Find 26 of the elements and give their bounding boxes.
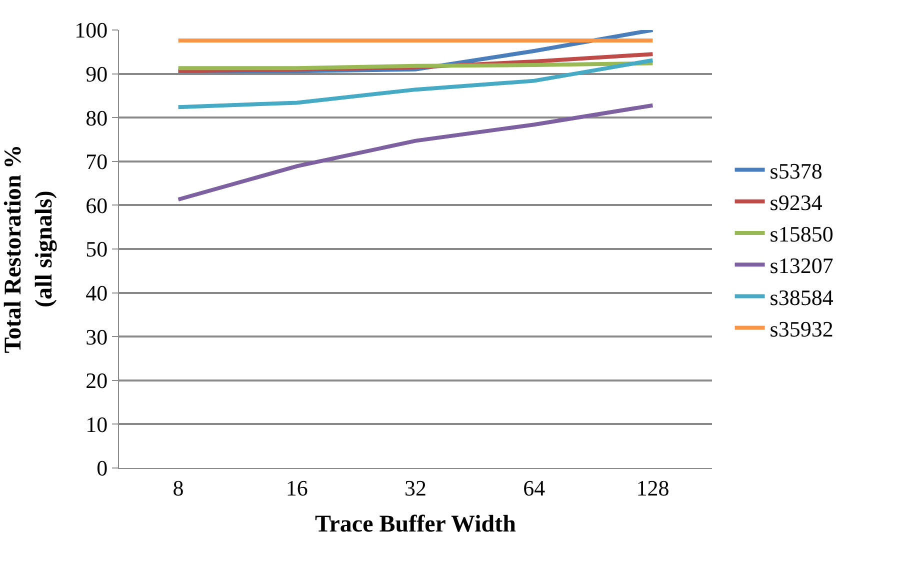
legend-label: s9234 [770,190,822,215]
y-tick-label: 20 [86,368,108,394]
y-tick-label: 70 [86,149,108,174]
legend-label: s5378 [770,158,822,184]
y-tick-label: 60 [86,192,108,218]
y-tick-label: 30 [86,324,108,350]
legend-label: s15850 [770,222,834,247]
x-tick-label: 64 [523,475,546,500]
y-tick-label: 80 [86,105,108,130]
legend-label: s38584 [770,284,834,310]
y-axis-title: Total Restoration % (all signals) [0,144,58,354]
legend-label: s35932 [770,316,834,342]
x-tick-label: 128 [636,475,670,500]
y-tick-label: 90 [86,62,108,86]
x-tick-label: 8 [172,475,184,500]
y-tick-label: 100 [74,18,108,43]
x-axis-title: Trace Buffer Width [315,512,516,538]
x-tick-label: 32 [404,475,426,500]
line-series [176,58,655,110]
y-tick-label: 50 [86,236,108,262]
legend-label: s13207 [770,253,834,278]
y-tick-label: 10 [86,412,108,437]
line-series [176,103,655,202]
y-tick-label: 0 [96,456,108,481]
x-tick-label: 16 [286,475,308,500]
y-tick-label: 40 [86,280,108,306]
